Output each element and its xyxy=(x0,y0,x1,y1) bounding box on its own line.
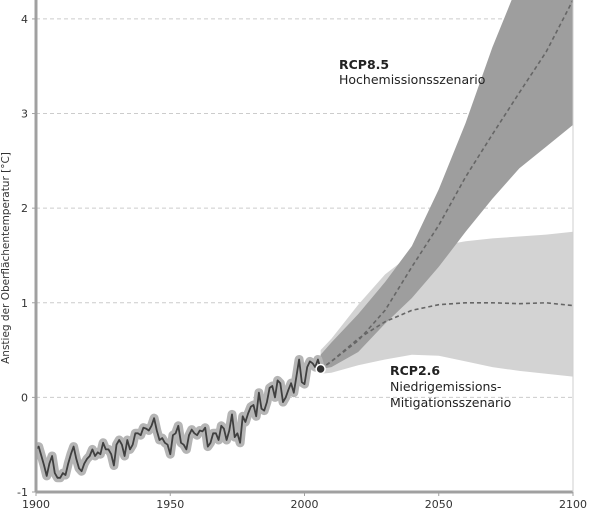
x-tick-label-1950: 1950 xyxy=(156,498,184,511)
y-tick-label-3: 3 xyxy=(21,108,28,121)
x-tick-label-1900: 1900 xyxy=(22,498,50,511)
y-tick-label-2: 2 xyxy=(21,202,28,215)
historical-temperature-line xyxy=(36,358,322,479)
x-tick-label-2100: 2100 xyxy=(559,498,587,511)
rcp85-uncertainty-band xyxy=(320,0,573,369)
rcp26-mean-line xyxy=(320,301,573,370)
x-tick-label-2050: 2050 xyxy=(425,498,453,511)
grid-lines xyxy=(36,18,573,398)
rcp26-annotation-text: Niedrigemissions- xyxy=(390,379,501,394)
current-point-marker xyxy=(315,363,326,375)
y-tick-label-0: 0 xyxy=(21,391,28,404)
y-tick-label-1: 1 xyxy=(21,297,28,310)
x-tick-label-2000: 2000 xyxy=(291,498,319,511)
y-tick-label-4: 4 xyxy=(21,13,28,26)
rcp85-mean-line xyxy=(320,0,573,370)
historical-halo-line xyxy=(36,355,326,483)
y-tick-label--1: -1 xyxy=(17,486,28,499)
rcp26-uncertainty-band xyxy=(320,231,573,377)
x-tick-labels: 1900 1950 2000 2050 2100 xyxy=(22,492,587,511)
y-axis-label: Anstieg der Oberflächentemperatur [°C] xyxy=(0,152,12,364)
rcp26-annotation-title: RCP2.6 xyxy=(390,363,440,378)
rcp26-annotation-text-2: Mitigationsszenario xyxy=(390,395,511,410)
rcp85-annotation-title: RCP8.5 xyxy=(339,57,389,72)
rcp85-annotation-text: Hochemissionsszenario xyxy=(339,72,485,87)
y-tick-labels: -1 0 1 2 3 4 xyxy=(17,13,36,499)
